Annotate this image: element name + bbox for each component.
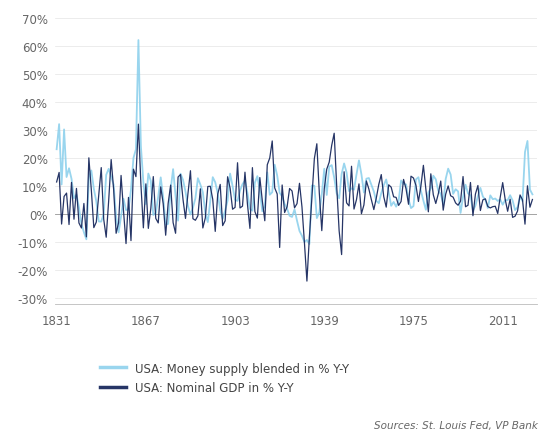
Line: USA: Money supply blended in % Y-Y: USA: Money supply blended in % Y-Y xyxy=(57,41,532,244)
USA: Money supply blended in % Y-Y: (1.98e+03, 0.131): Money supply blended in % Y-Y: (1.98e+03… xyxy=(415,175,422,181)
USA: Nominal GDP in % Y-Y: (1.86e+03, 0.32): Nominal GDP in % Y-Y: (1.86e+03, 0.32) xyxy=(135,122,142,128)
USA: Money supply blended in % Y-Y: (1.91e+03, 0.0175): Money supply blended in % Y-Y: (1.91e+03… xyxy=(247,207,253,212)
USA: Money supply blended in % Y-Y: (1.83e+03, 0.23): Money supply blended in % Y-Y: (1.83e+03… xyxy=(53,147,60,152)
USA: Money supply blended in % Y-Y: (1.93e+03, -0.108): Money supply blended in % Y-Y: (1.93e+03… xyxy=(306,242,312,247)
USA: Money supply blended in % Y-Y: (1.86e+03, 0.62): Money supply blended in % Y-Y: (1.86e+03… xyxy=(135,38,142,43)
USA: Money supply blended in % Y-Y: (1.88e+03, 0.0863): Money supply blended in % Y-Y: (1.88e+03… xyxy=(167,187,174,193)
USA: Nominal GDP in % Y-Y: (1.83e+03, 0.114): Nominal GDP in % Y-Y: (1.83e+03, 0.114) xyxy=(53,180,60,185)
USA: Nominal GDP in % Y-Y: (1.95e+03, 0.0506): Nominal GDP in % Y-Y: (1.95e+03, 0.0506) xyxy=(353,197,360,203)
USA: Nominal GDP in % Y-Y: (1.9e+03, 0.0164): Nominal GDP in % Y-Y: (1.9e+03, 0.0164) xyxy=(229,207,236,212)
USA: Nominal GDP in % Y-Y: (1.98e+03, 0.101): Nominal GDP in % Y-Y: (1.98e+03, 0.101) xyxy=(413,183,419,188)
Legend: USA: Money supply blended in % Y-Y, USA: Nominal GDP in % Y-Y: USA: Money supply blended in % Y-Y, USA:… xyxy=(100,362,350,395)
USA: Nominal GDP in % Y-Y: (1.98e+03, 0.044): Nominal GDP in % Y-Y: (1.98e+03, 0.044) xyxy=(415,199,422,204)
USA: Money supply blended in % Y-Y: (1.95e+03, 0.14): Money supply blended in % Y-Y: (1.95e+03… xyxy=(353,172,360,178)
Line: USA: Nominal GDP in % Y-Y: USA: Nominal GDP in % Y-Y xyxy=(57,125,532,281)
USA: Nominal GDP in % Y-Y: (1.91e+03, -0.052): Nominal GDP in % Y-Y: (1.91e+03, -0.052) xyxy=(247,226,253,231)
USA: Money supply blended in % Y-Y: (1.9e+03, 0.0987): Money supply blended in % Y-Y: (1.9e+03,… xyxy=(229,184,236,189)
Text: Sources: St. Louis Fed, VP Bank: Sources: St. Louis Fed, VP Bank xyxy=(373,420,537,430)
USA: Nominal GDP in % Y-Y: (2.02e+03, 0.0512): Nominal GDP in % Y-Y: (2.02e+03, 0.0512) xyxy=(529,197,536,203)
USA: Nominal GDP in % Y-Y: (1.88e+03, 0.102): Nominal GDP in % Y-Y: (1.88e+03, 0.102) xyxy=(167,183,174,188)
USA: Nominal GDP in % Y-Y: (1.93e+03, -0.24): Nominal GDP in % Y-Y: (1.93e+03, -0.24) xyxy=(304,279,310,284)
USA: Money supply blended in % Y-Y: (1.98e+03, 0.123): Money supply blended in % Y-Y: (1.98e+03… xyxy=(413,178,419,183)
USA: Money supply blended in % Y-Y: (2.02e+03, 0.0695): Money supply blended in % Y-Y: (2.02e+03… xyxy=(529,192,536,197)
